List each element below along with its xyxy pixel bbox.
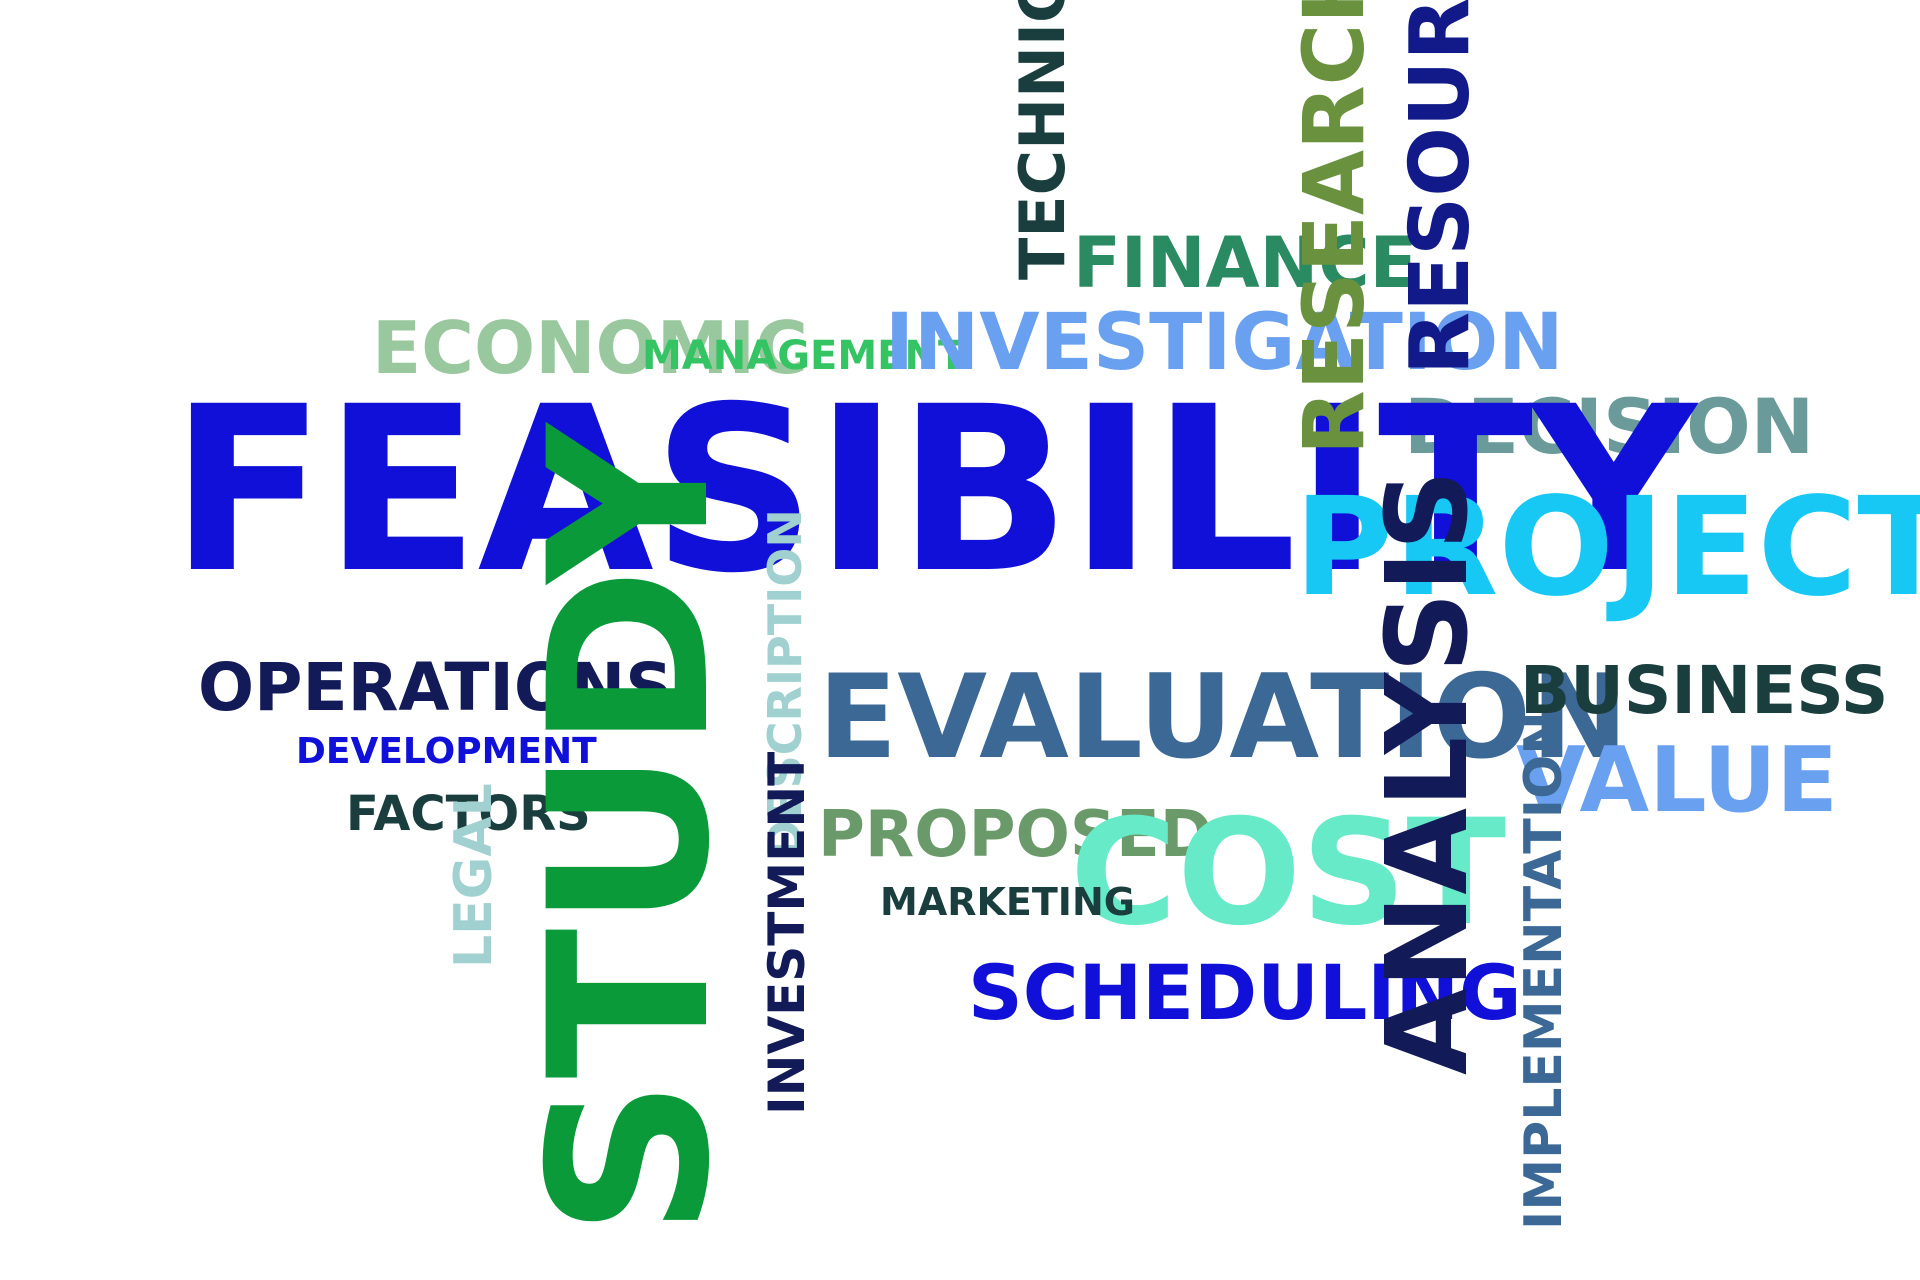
word-legal: LEGAL [444, 783, 504, 968]
word-technical: TECHNICAL [1006, 0, 1079, 280]
word-cost: COST [1070, 788, 1507, 958]
word-management: MANAGEMENT [642, 333, 966, 379]
word-evaluation: EVALUATION [818, 650, 1629, 785]
word-factors: FACTORS [346, 786, 591, 842]
word-feasibility: FEASIBILITY [170, 357, 1696, 623]
word-operations: OPERATIONS [198, 649, 673, 726]
word-value: VALUE [1516, 728, 1838, 833]
word-analysis: ANALYSIS [1363, 469, 1493, 1075]
word-study: STUDY [502, 423, 758, 1237]
word-decision: DECISION [1404, 382, 1815, 471]
word-investment: INVESTMENT [758, 751, 816, 1115]
word-finance: FINANCE [1073, 222, 1418, 304]
word-development: DEVELOPMENT [296, 731, 597, 772]
word-investigation: INVESTIGATION [885, 298, 1564, 388]
word-business: BUSINESS [1520, 652, 1889, 729]
word-economic: ECONOMIC [372, 306, 808, 390]
word-implementation: IMPLEMENTATION [1514, 711, 1574, 1230]
word-scheduling: SCHEDULING [968, 948, 1522, 1037]
word-proposed: PROPOSED [818, 798, 1213, 872]
word-research: RESEARCH [1285, 0, 1383, 455]
word-project: PROJECT [1294, 469, 1920, 627]
word-marketing: MARKETING [880, 880, 1135, 924]
word-resources: RESOURCES [1393, 0, 1488, 375]
